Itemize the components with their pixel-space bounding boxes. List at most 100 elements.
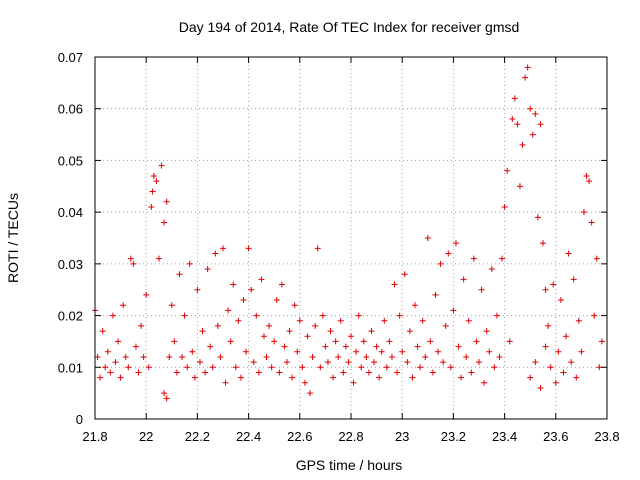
data-point <box>473 338 480 345</box>
data-point <box>342 343 349 350</box>
data-point <box>335 353 342 360</box>
data-point <box>301 379 308 386</box>
data-point <box>481 379 488 386</box>
data-point <box>227 338 234 345</box>
data-point <box>401 271 408 278</box>
data-point <box>358 364 365 371</box>
data-point <box>104 348 111 355</box>
data-point <box>522 74 529 81</box>
data-point <box>250 359 257 366</box>
data-point <box>260 333 267 340</box>
data-point <box>583 172 590 179</box>
data-point <box>514 121 521 128</box>
data-point <box>312 322 319 329</box>
data-point <box>365 369 372 376</box>
data-point <box>350 379 357 386</box>
x-tick-label: 23.4 <box>492 429 517 444</box>
data-point <box>299 364 306 371</box>
data-point <box>511 95 518 102</box>
data-point <box>214 322 221 329</box>
data-point <box>199 328 206 335</box>
data-point <box>534 214 541 221</box>
data-point <box>463 353 470 360</box>
data-point <box>240 297 247 304</box>
y-tick-label: 0.07 <box>58 50 83 65</box>
data-point <box>396 312 403 319</box>
data-point <box>580 209 587 216</box>
x-tick-label: 23.8 <box>594 429 619 444</box>
data-point <box>245 245 252 252</box>
data-point <box>570 276 577 283</box>
data-point <box>568 359 575 366</box>
data-point <box>107 369 114 376</box>
data-point <box>161 219 168 226</box>
data-point <box>153 178 160 185</box>
x-tick-label: 22.6 <box>287 429 312 444</box>
data-point <box>547 364 554 371</box>
data-point <box>509 116 516 123</box>
data-point <box>337 317 344 324</box>
data-point <box>506 338 513 345</box>
data-point <box>447 364 454 371</box>
data-point <box>112 359 119 366</box>
data-point <box>527 105 534 112</box>
data-point <box>476 359 482 366</box>
data-point <box>340 369 347 376</box>
data-point <box>94 353 101 360</box>
data-point <box>414 343 421 350</box>
x-axis-ticks: 21.8 22 22.2 22.4 22.6 22.8 23 23.2 23.4 23.6 23.8 <box>82 57 620 444</box>
data-point <box>501 203 508 210</box>
data-point <box>143 291 150 298</box>
data-point <box>394 369 401 376</box>
data-point <box>117 374 124 381</box>
data-point <box>440 359 447 366</box>
data-point <box>97 374 104 381</box>
data-point <box>209 364 216 371</box>
data-point <box>496 353 503 360</box>
data-point <box>550 281 557 288</box>
y-tick-label: 0 <box>76 412 83 427</box>
data-point <box>529 131 536 138</box>
data-point <box>307 390 314 397</box>
data-point <box>135 369 142 376</box>
data-point <box>557 297 564 304</box>
data-point <box>186 260 193 267</box>
data-point <box>573 374 580 381</box>
data-point <box>442 322 449 329</box>
data-point <box>179 353 186 360</box>
data-point <box>376 374 383 381</box>
y-tick-label: 0.01 <box>58 360 83 375</box>
data-point <box>491 364 498 371</box>
data-point <box>232 364 239 371</box>
data-point <box>422 353 429 360</box>
data-point <box>191 374 198 381</box>
data-point <box>332 338 339 345</box>
data-point <box>125 364 132 371</box>
data-point <box>291 302 298 309</box>
grid <box>95 57 607 419</box>
data-point <box>537 384 544 391</box>
y-tick-label: 0.04 <box>58 205 83 220</box>
data-point <box>478 286 485 293</box>
data-point <box>516 183 523 190</box>
data-point <box>419 317 426 324</box>
data-point <box>542 343 549 350</box>
data-point <box>127 255 134 262</box>
data-point <box>217 353 224 360</box>
data-point <box>429 369 436 376</box>
data-point <box>355 312 362 319</box>
data-point <box>519 141 526 148</box>
data-point <box>545 322 552 329</box>
data-point <box>452 240 459 247</box>
data-point <box>371 359 378 366</box>
x-tick-label: 23.2 <box>441 429 466 444</box>
data-point <box>345 359 352 366</box>
data-point <box>237 374 244 381</box>
data-point <box>309 353 316 360</box>
data-point <box>284 359 290 366</box>
data-point <box>588 219 595 226</box>
x-tick-label: 22 <box>139 429 153 444</box>
data-point <box>207 343 214 350</box>
data-point <box>565 250 572 257</box>
data-point <box>212 250 219 257</box>
